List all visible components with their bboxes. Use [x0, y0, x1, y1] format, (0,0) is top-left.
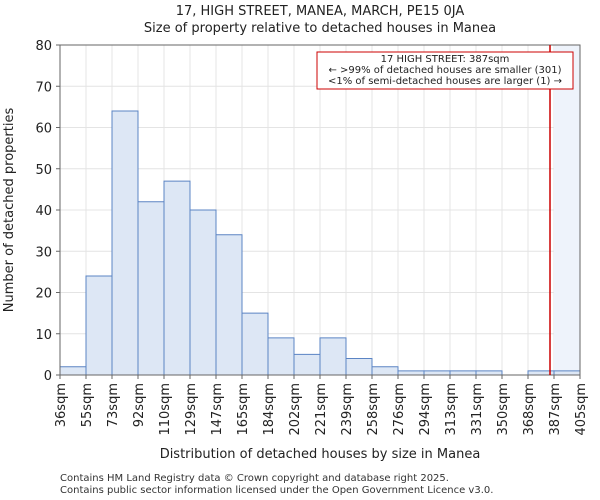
x-tick-label: 405sqm	[574, 383, 589, 436]
bar	[85, 275, 113, 376]
bar	[215, 234, 243, 376]
bar	[137, 201, 165, 376]
y-tick-label: 70	[35, 80, 52, 95]
y-tick-label: 30	[35, 245, 52, 260]
bar	[241, 312, 269, 376]
x-tick-label: 184sqm	[262, 383, 277, 436]
x-tick-label: 202sqm	[288, 383, 303, 436]
x-tick-label: 110sqm	[158, 383, 173, 436]
footer-line-2: Contains public sector information licen…	[60, 485, 494, 496]
x-tick-label: 36sqm	[54, 383, 69, 427]
bar	[293, 353, 321, 376]
y-tick-label: 60	[35, 122, 52, 137]
x-tick-label: 147sqm	[210, 383, 225, 436]
x-tick-label: 313sqm	[444, 383, 459, 436]
bar	[397, 370, 425, 376]
x-tick-label: 239sqm	[340, 383, 355, 436]
bar	[423, 370, 451, 376]
bar	[59, 366, 87, 376]
annotation-box	[316, 51, 574, 90]
chart-subtitle: Size of property relative to detached ho…	[144, 21, 496, 36]
bar	[345, 358, 373, 376]
x-axis-label: Distribution of detached houses by size …	[160, 447, 481, 462]
y-axis-ticks: 0 10 20 30 40 50 60 70 80	[35, 39, 60, 384]
x-tick-label: 276sqm	[392, 383, 407, 436]
bar	[163, 180, 191, 376]
bar	[319, 337, 347, 376]
x-tick-label: 331sqm	[470, 383, 485, 436]
x-tick-label: 368sqm	[522, 383, 537, 436]
bar	[475, 370, 503, 376]
y-tick-label: 10	[35, 328, 52, 343]
x-axis-ticks: 36sqm 55sqm 73sqm 92sqm 110sqm 129sqm 147sqm 16…	[54, 375, 589, 436]
x-tick-label: 129sqm	[184, 383, 199, 436]
annotation-line-1: 17 HIGH STREET: 387sqm	[381, 54, 510, 65]
x-tick-label: 55sqm	[80, 383, 95, 427]
x-tick-label: 294sqm	[418, 383, 433, 436]
x-tick-label: 221sqm	[314, 383, 329, 436]
y-tick-label: 50	[35, 163, 52, 178]
annotation-line-3: <1% of semi-detached houses are larger (…	[328, 76, 562, 87]
subject-highlight-region	[554, 45, 580, 375]
bar	[111, 110, 139, 376]
annotation-line-2: ← >99% of detached houses are smaller (3…	[328, 65, 561, 76]
footer-line-1: Contains HM Land Registry data © Crown c…	[60, 473, 449, 484]
x-tick-label: 387sqm	[548, 383, 563, 436]
x-tick-label: 350sqm	[496, 383, 511, 436]
bars	[59, 110, 581, 376]
y-axis-label: Number of detached properties	[2, 108, 17, 313]
y-tick-label: 0	[44, 369, 52, 384]
bar	[189, 209, 217, 376]
x-tick-label: 73sqm	[106, 383, 121, 427]
x-tick-label: 258sqm	[366, 383, 381, 436]
y-tick-label: 40	[35, 204, 52, 219]
bar	[553, 370, 581, 376]
bar	[371, 366, 399, 376]
x-tick-label: 92sqm	[132, 383, 147, 427]
y-tick-label: 20	[35, 287, 52, 302]
bar	[267, 337, 295, 376]
y-tick-label: 80	[35, 39, 52, 54]
x-tick-label: 165sqm	[236, 383, 251, 436]
histogram-chart: 17, HIGH STREET, MANEA, MARCH, PE15 0JA …	[2, 4, 589, 462]
chart-title: 17, HIGH STREET, MANEA, MARCH, PE15 0JA	[176, 4, 465, 19]
bar	[449, 370, 477, 376]
